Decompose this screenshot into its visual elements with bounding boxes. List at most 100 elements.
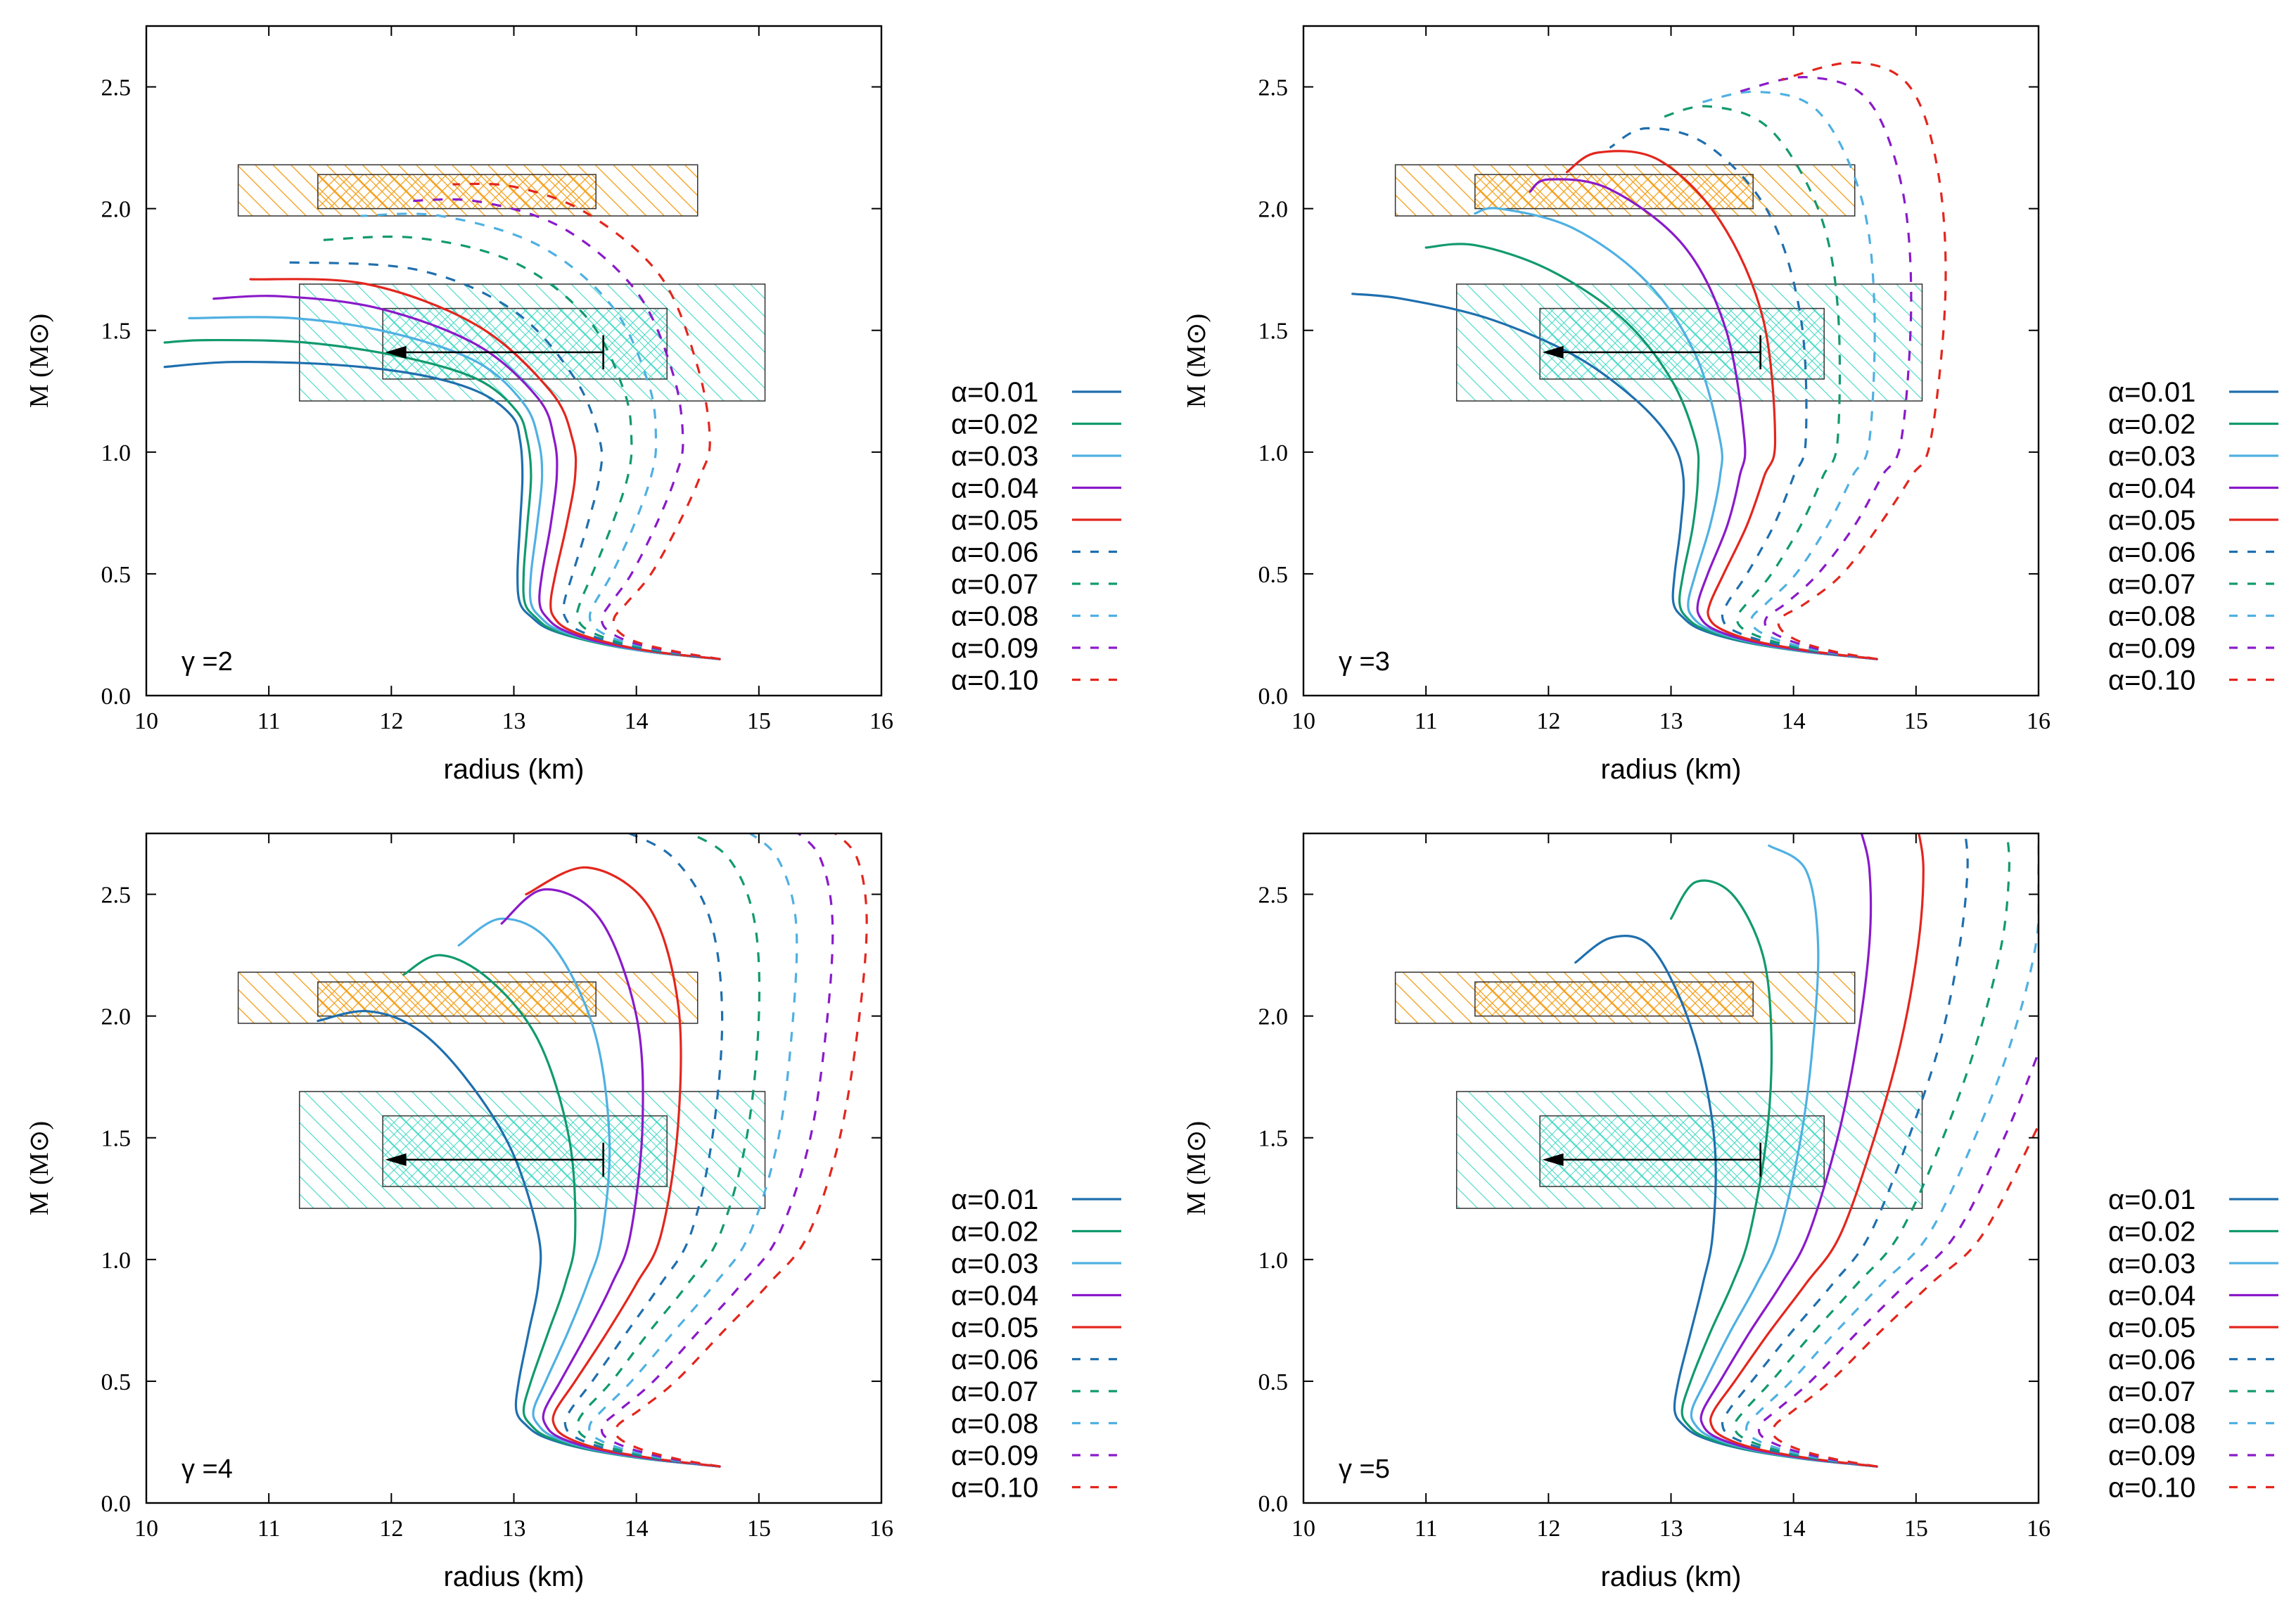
series-line-0.06 [563,833,724,1468]
legend-label: α=0.05 [2108,1312,2195,1343]
legend-label: α=0.04 [2108,473,2195,504]
legend: α=0.01α=0.02α=0.03α=0.04α=0.05α=0.06α=0.… [2108,1184,2278,1504]
legend-label: α=0.01 [2108,377,2195,408]
y-tick-label: 0.0 [101,1491,132,1517]
series-line-0.06 [1609,127,1877,660]
x-tick-label: 16 [869,708,893,734]
y-tick-label: 1.0 [1258,440,1289,466]
series-line-0.07 [317,235,720,660]
legend-label: α=0.10 [951,665,1038,696]
legend-label: α=0.03 [2108,441,2195,472]
series-line-0.01 [163,360,721,660]
y-tick-label: 2.5 [101,883,132,909]
x-tick-label: 13 [1659,1516,1683,1542]
legend-label: α=0.05 [951,1312,1038,1343]
x-tick-label: 11 [1415,1516,1438,1542]
legend-label: α=0.01 [951,1184,1038,1215]
legend-label: α=0.07 [2108,1376,2195,1407]
y-axis-label: M (M⊙) [1182,314,1211,408]
y-tick-label: 0.5 [101,562,132,588]
series-line-0.07 [1733,833,2011,1468]
y-tick-label: 0.0 [1258,1491,1289,1517]
series-line-0.04 [1699,833,1878,1468]
legend-label: α=0.09 [2108,633,2195,664]
y-tick-label: 2.5 [101,75,132,101]
y-tick-label: 0.0 [1258,684,1289,710]
series-line-0.04 [212,295,721,660]
series-line-0.04 [1529,178,1878,660]
legend-label: α=0.08 [951,1409,1038,1440]
y-tick-label: 0.5 [101,1369,132,1395]
legend-label: α=0.07 [2108,569,2195,600]
cyan-inner-constraint-band [382,307,668,380]
series-line-0.08 [1745,833,2039,1468]
legend-label: α=0.09 [951,633,1038,664]
legend: α=0.01α=0.02α=0.03α=0.04α=0.05α=0.06 α=0.… [951,1184,1121,1504]
x-tick-label: 10 [1292,1516,1315,1542]
legend-label: α=0.08 [2108,1409,2195,1440]
x-tick-label: 11 [257,1516,281,1542]
gamma-label: γ =2 [181,647,233,677]
legend: α=0.01α=0.02α=0.03α=0.04α=0.05α=0.06α=0.… [2108,377,2278,696]
series-line-0.02 [1669,879,1878,1468]
series-line-0.05 [525,866,721,1468]
legend-label: α=0.03 [951,1248,1038,1279]
y-tick-label: 2.0 [1258,1004,1289,1030]
y-axis-label: M (M⊙) [25,1121,54,1215]
x-tick-label: 16 [2027,1516,2051,1542]
legend-label: α=0.03 [2108,1248,2195,1279]
series-line-0.03 [1474,207,1878,660]
y-tick-label: 1.5 [101,1126,132,1152]
cyan-inner-constraint-band [1539,1115,1825,1187]
x-axis-label: radius (km) [443,754,584,785]
x-axis-label: radius (km) [443,1561,584,1592]
series-line-0.10 [1771,1125,2039,1468]
arrow-head [1542,345,1564,359]
gamma-label: γ =3 [1339,647,1390,677]
series-line-0.10 [1777,61,1947,660]
y-tick-label: 0.5 [1258,1369,1289,1395]
series-line-0.10 [614,833,868,1468]
legend-label: α=0.04 [2108,1281,2195,1312]
series-line-0.09 [1757,1052,2039,1468]
legend-label: α=0.01 [2108,1184,2195,1215]
legend-label: α=0.02 [2108,1217,2195,1248]
x-tick-label: 15 [747,708,771,734]
legend-label: α=0.02 [2108,409,2195,440]
orange-inner-constraint-band [317,174,597,210]
series-line-0.09 [403,198,720,660]
y-tick-label: 1.0 [1258,1248,1289,1274]
legend-label: α=0.04 [951,1281,1038,1312]
legend-label: α=0.10 [951,1473,1038,1504]
series-line-0.10 [452,182,720,660]
legend-label: α=0.06 [951,1345,1038,1376]
series-line-0.07 [576,833,761,1468]
x-tick-label: 12 [1536,1516,1560,1542]
panel-1: 10 11 12 13 14 15 16 0.0 0.5 1.0 1.5 2.0 2.5 radius (… [25,25,1121,785]
x-tick-label: 14 [625,1516,649,1542]
legend-label: α=0.04 [951,473,1038,504]
orange-inner-constraint-band [1474,981,1754,1017]
legend: α=0.01α=0.02α=0.03α=0.04α=0.05α=0.06α=0.… [951,377,1121,696]
y-tick-label: 1.5 [1258,319,1289,345]
y-tick-label: 2.5 [1258,75,1289,101]
y-tick-label: 0.5 [1258,562,1289,588]
series-line-0.02 [402,954,721,1468]
legend-label: α=0.02 [951,1217,1038,1248]
x-tick-label: 15 [1904,1516,1928,1542]
panel-3: 10 11 12 13 14 15 16 0.0 0.5 1.0 1.5 2.0 2.5 radius (… [25,832,1121,1592]
y-tick-label: 1.0 [101,440,132,466]
legend-label: α=0.06 [2108,1345,2195,1376]
legend-label: α=0.07 [951,569,1038,600]
x-tick-label: 13 [1659,708,1683,734]
legend-label: α=0.05 [2108,505,2195,536]
x-tick-label: 12 [379,708,403,734]
series-line-0.06 [281,261,720,660]
y-tick-label: 1.0 [101,1248,132,1274]
legend-label: α=0.09 [951,1440,1038,1471]
series-line-0.08 [360,212,720,660]
series-line-0.09 [1737,76,1913,660]
x-tick-label: 11 [1415,708,1438,734]
x-tick-label: 15 [1904,708,1928,734]
y-tick-label: 2.5 [1258,883,1289,909]
